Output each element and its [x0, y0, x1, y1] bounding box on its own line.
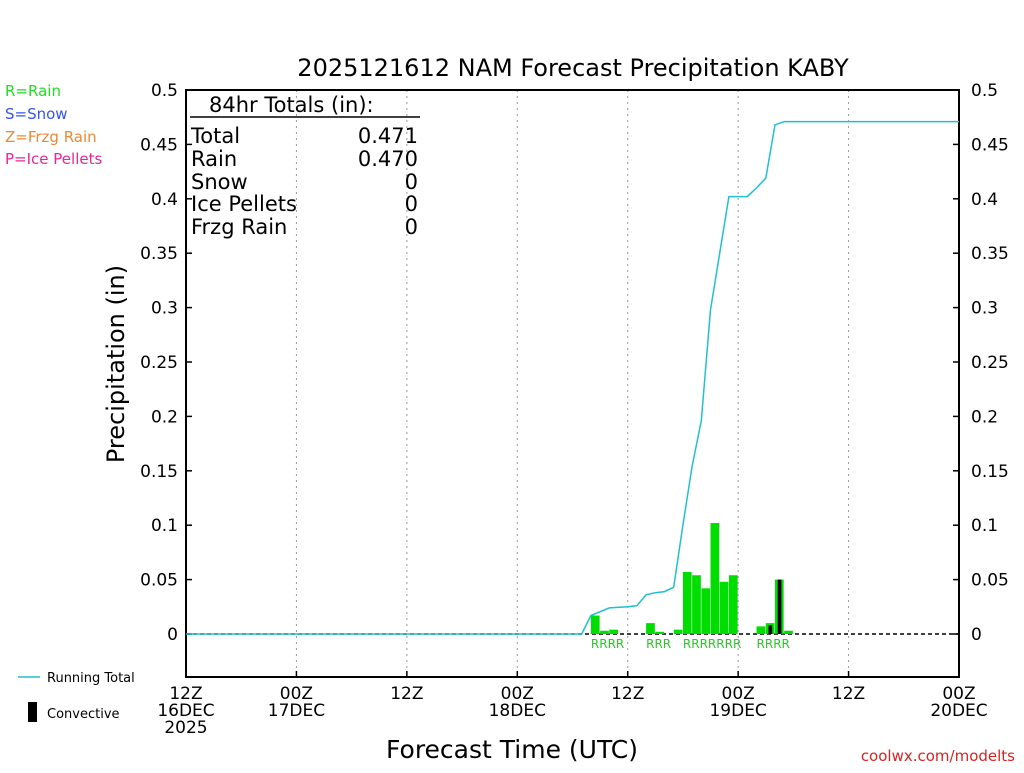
running-total-line	[186, 120, 959, 635]
y-tick-label-left: 0.2	[151, 407, 178, 427]
totals-box: 84hr Totals (in): Total 0.471 Rain 0.470…	[190, 93, 420, 239]
x-axis-label: Forecast Time (UTC)	[386, 735, 638, 764]
totals-value-ice-pellets: 0	[405, 192, 418, 216]
gridlines	[295, 90, 850, 677]
precip-bar	[719, 581, 729, 634]
ptype-marker: RRRR	[591, 637, 624, 651]
x-tick-label: 2025	[164, 718, 207, 738]
ptype-marker: RRRRRRR	[683, 637, 741, 651]
x-tick-label: 20DEC	[930, 701, 987, 721]
x-tick-label: 12Z	[611, 684, 644, 704]
y-tick-label-right: 0.3	[971, 299, 998, 319]
y-tick-label-left: 0	[167, 625, 178, 645]
totals-label-ice-pellets: Ice Pellets	[191, 192, 297, 216]
x-tick-label: 12Z	[390, 684, 423, 704]
totals-value-frzg-rain: 0	[405, 215, 418, 239]
totals-header: 84hr Totals (in):	[209, 93, 374, 117]
y-tick-label-right: 0.2	[971, 407, 998, 427]
y-tick-label-right: 0.15	[971, 462, 1009, 482]
totals-value-rain: 0.470	[358, 147, 418, 171]
ptype-legend: R=Rain S=Snow Z=Frzg Rain P=Ice Pellets	[5, 82, 102, 168]
y-ticks-left: 0 0.05 0.1 0.15 0.2 0.25 0.3 0.35 0.4 0.45 0.5	[140, 81, 192, 645]
ptype-marker: RRRR	[757, 637, 790, 651]
x-tick-label: 00Z	[501, 684, 534, 704]
running-total-legend-label: Running Total	[47, 671, 135, 686]
y-tick-label-right: 0.5	[971, 81, 998, 101]
totals-label-total: Total	[190, 124, 240, 148]
convective-bar	[777, 579, 782, 634]
y-tick-label-left: 0.25	[140, 353, 178, 373]
precip-bar	[756, 626, 766, 634]
y-tick-label-left: 0.1	[151, 516, 178, 536]
y-tick-label-left: 0.15	[140, 462, 178, 482]
y-tick-label-left: 0.45	[140, 135, 178, 155]
x-tick-label: 00Z	[942, 684, 975, 704]
y-tick-label-right: 0	[971, 625, 982, 645]
precip-bar	[590, 615, 600, 634]
precip-bar	[728, 575, 738, 634]
x-tick-label: 12Z	[169, 684, 202, 704]
ptype-markers: RRRR RRR RRRRRRR RRRR	[591, 637, 790, 651]
series-legend: Running Total Convective	[18, 671, 135, 722]
precip-bar	[682, 571, 692, 634]
y-tick-label-right: 0.45	[971, 135, 1009, 155]
legend-rain: R=Rain	[5, 82, 61, 100]
y-tick-label-right: 0.05	[971, 571, 1009, 591]
precip-bar	[600, 630, 609, 634]
precip-bar	[655, 631, 665, 634]
y-ticks-right: 0 0.05 0.1 0.15 0.2 0.25 0.3 0.35 0.4 0.45 0.5	[953, 81, 1009, 645]
y-tick-label-left: 0.05	[140, 571, 178, 591]
precip-bar	[701, 588, 711, 634]
convective-bars	[768, 579, 782, 634]
credit-text: coolwx.com/modelts	[861, 747, 1015, 765]
totals-label-rain: Rain	[191, 147, 237, 171]
x-tick-label: 19DEC	[709, 701, 766, 721]
totals-value-total: 0.471	[358, 124, 418, 148]
precip-bar	[784, 630, 793, 634]
totals-value-snow: 0	[405, 170, 418, 194]
x-tick-label: 00Z	[280, 684, 313, 704]
precip-bar	[692, 575, 701, 634]
precip-bars	[590, 523, 793, 634]
y-axis-label: Precipitation (in)	[102, 265, 130, 463]
legend-frzg-rain: Z=Frzg Rain	[5, 128, 97, 146]
legend-ice-pellets: P=Ice Pellets	[5, 150, 102, 168]
x-tick-label: 16DEC	[157, 701, 214, 721]
convective-legend-label: Convective	[47, 707, 120, 722]
y-tick-label-right: 0.1	[971, 516, 998, 536]
y-tick-label-right: 0.4	[971, 190, 998, 210]
y-tick-label-left: 0.3	[151, 299, 178, 319]
x-tick-label: 17DEC	[268, 701, 325, 721]
ptype-marker: RRR	[646, 637, 671, 651]
x-tick-label: 00Z	[722, 684, 755, 704]
chart-title: 2025121612 NAM Forecast Precipitation KA…	[297, 54, 849, 82]
totals-label-snow: Snow	[191, 170, 248, 194]
y-tick-label-right: 0.25	[971, 353, 1009, 373]
y-tick-label-left: 0.35	[140, 244, 178, 264]
convective-bar	[768, 625, 773, 634]
y-tick-label-left: 0.4	[151, 190, 178, 210]
y-tick-label-right: 0.35	[971, 244, 1009, 264]
precip-bar	[673, 629, 683, 634]
precip-bar	[646, 623, 655, 634]
totals-label-frzg-rain: Frzg Rain	[191, 215, 287, 239]
x-tick-label: 18DEC	[489, 701, 546, 721]
precip-bar	[609, 629, 619, 634]
precip-bar	[710, 523, 720, 634]
plot-frame	[185, 89, 960, 678]
convective-legend-swatch	[28, 702, 37, 722]
y-tick-label-left: 0.5	[151, 81, 178, 101]
legend-snow: S=Snow	[5, 105, 68, 123]
x-tick-label: 12Z	[832, 684, 865, 704]
